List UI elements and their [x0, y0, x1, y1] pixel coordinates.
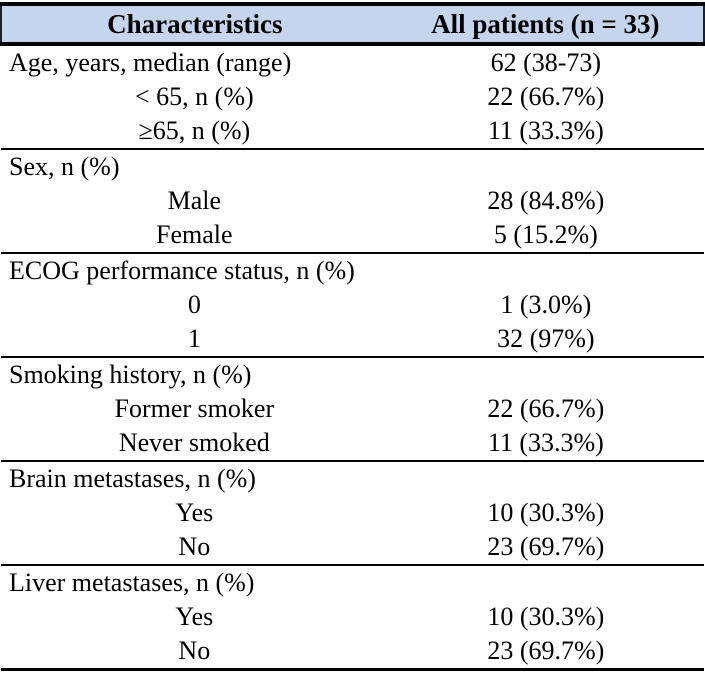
- row-sublabel: 0: [187, 290, 201, 319]
- table-row: 0 1 (3.0%): [1, 288, 704, 322]
- row-value: 10 (30.3%): [487, 602, 605, 631]
- table-row: < 65, n (%) 22 (66.7%): [1, 80, 704, 114]
- row-value: [387, 564, 704, 600]
- row-value: [387, 460, 704, 496]
- characteristics-table: Characteristics All patients (n = 33) Ag…: [0, 2, 705, 671]
- row-value: [387, 252, 704, 288]
- row-sublabel: ≥65, n (%): [138, 116, 251, 145]
- table-row: ≥65, n (%) 11 (33.3%): [1, 114, 704, 149]
- table-row: Female 5 (15.2%): [1, 218, 704, 253]
- table-row: Brain metastases, n (%): [1, 460, 704, 496]
- table-row: Liver metastases, n (%): [1, 564, 704, 600]
- table-row: Male 28 (84.8%): [1, 184, 704, 218]
- row-label: Smoking history, n (%): [1, 356, 388, 392]
- table-row: No 23 (69.7%): [1, 530, 704, 565]
- row-value: 22 (66.7%): [487, 82, 605, 111]
- row-label: ECOG performance status, n (%): [1, 252, 388, 288]
- row-sublabel: No: [178, 636, 211, 665]
- row-sublabel: Former smoker: [114, 394, 275, 423]
- row-sublabel: No: [178, 532, 211, 561]
- row-value: 1 (3.0%): [500, 290, 592, 319]
- row-value: 5 (15.2%): [493, 220, 598, 249]
- row-label: Liver metastases, n (%): [1, 564, 388, 600]
- row-value: 23 (69.7%): [487, 636, 605, 665]
- row-label: Sex, n (%): [1, 148, 388, 184]
- row-sublabel: Yes: [175, 602, 214, 631]
- row-value: 23 (69.7%): [487, 532, 605, 561]
- table-row: Sex, n (%): [1, 148, 704, 184]
- row-value: 11 (33.3%): [487, 428, 604, 457]
- row-label: Brain metastases, n (%): [1, 460, 388, 496]
- row-value: 62 (38-73): [490, 48, 602, 77]
- row-value: 32 (97%): [497, 324, 595, 353]
- row-value: 28 (84.8%): [487, 186, 605, 215]
- row-value: [387, 148, 704, 184]
- row-sublabel: 1: [187, 324, 201, 353]
- table-body: Age, years, median (range) 62 (38-73) < 65…: [1, 44, 704, 670]
- table-row: Never smoked 11 (33.3%): [1, 426, 704, 461]
- bottom-whitespace: [0, 671, 705, 695]
- header-characteristics: Characteristics: [0, 4, 388, 44]
- row-sublabel: Male: [167, 186, 222, 215]
- header-row: Characteristics All patients (n = 33): [0, 4, 705, 44]
- table-row: Former smoker 22 (66.7%): [1, 392, 704, 426]
- table-row: Smoking history, n (%): [1, 356, 704, 392]
- row-sublabel: < 65, n (%): [135, 82, 254, 111]
- row-value: 22 (66.7%): [487, 394, 605, 423]
- table-row: No 23 (69.7%): [1, 634, 704, 670]
- table-row: Yes 10 (30.3%): [1, 600, 704, 634]
- row-sublabel: Yes: [175, 498, 214, 527]
- row-value: 10 (30.3%): [487, 498, 605, 527]
- row-sublabel: Female: [156, 220, 233, 249]
- row-value: [387, 356, 704, 392]
- table-row: Age, years, median (range) 62 (38-73): [1, 44, 704, 80]
- row-label: Age, years, median (range): [9, 48, 292, 77]
- table-row: Yes 10 (30.3%): [1, 496, 704, 530]
- row-sublabel: Never smoked: [118, 428, 270, 457]
- header-all-patients: All patients (n = 33): [387, 4, 705, 44]
- table-row: ECOG performance status, n (%): [1, 252, 704, 288]
- table-row: 1 32 (97%): [1, 322, 704, 357]
- row-value: 11 (33.3%): [487, 116, 604, 145]
